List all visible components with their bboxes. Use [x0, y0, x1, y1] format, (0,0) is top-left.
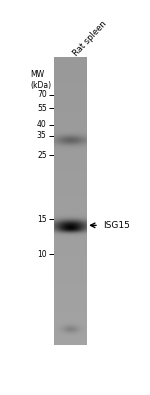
Text: 40: 40 [37, 120, 47, 130]
Text: 70: 70 [37, 90, 47, 99]
Text: 15: 15 [37, 215, 47, 224]
Text: Rat spleen: Rat spleen [72, 19, 109, 58]
Text: MW
(kDa): MW (kDa) [30, 70, 51, 90]
Text: 35: 35 [37, 131, 47, 140]
Text: 25: 25 [37, 151, 47, 160]
Text: ISG15: ISG15 [104, 221, 130, 230]
Text: 55: 55 [37, 104, 47, 113]
Text: 10: 10 [37, 250, 47, 259]
